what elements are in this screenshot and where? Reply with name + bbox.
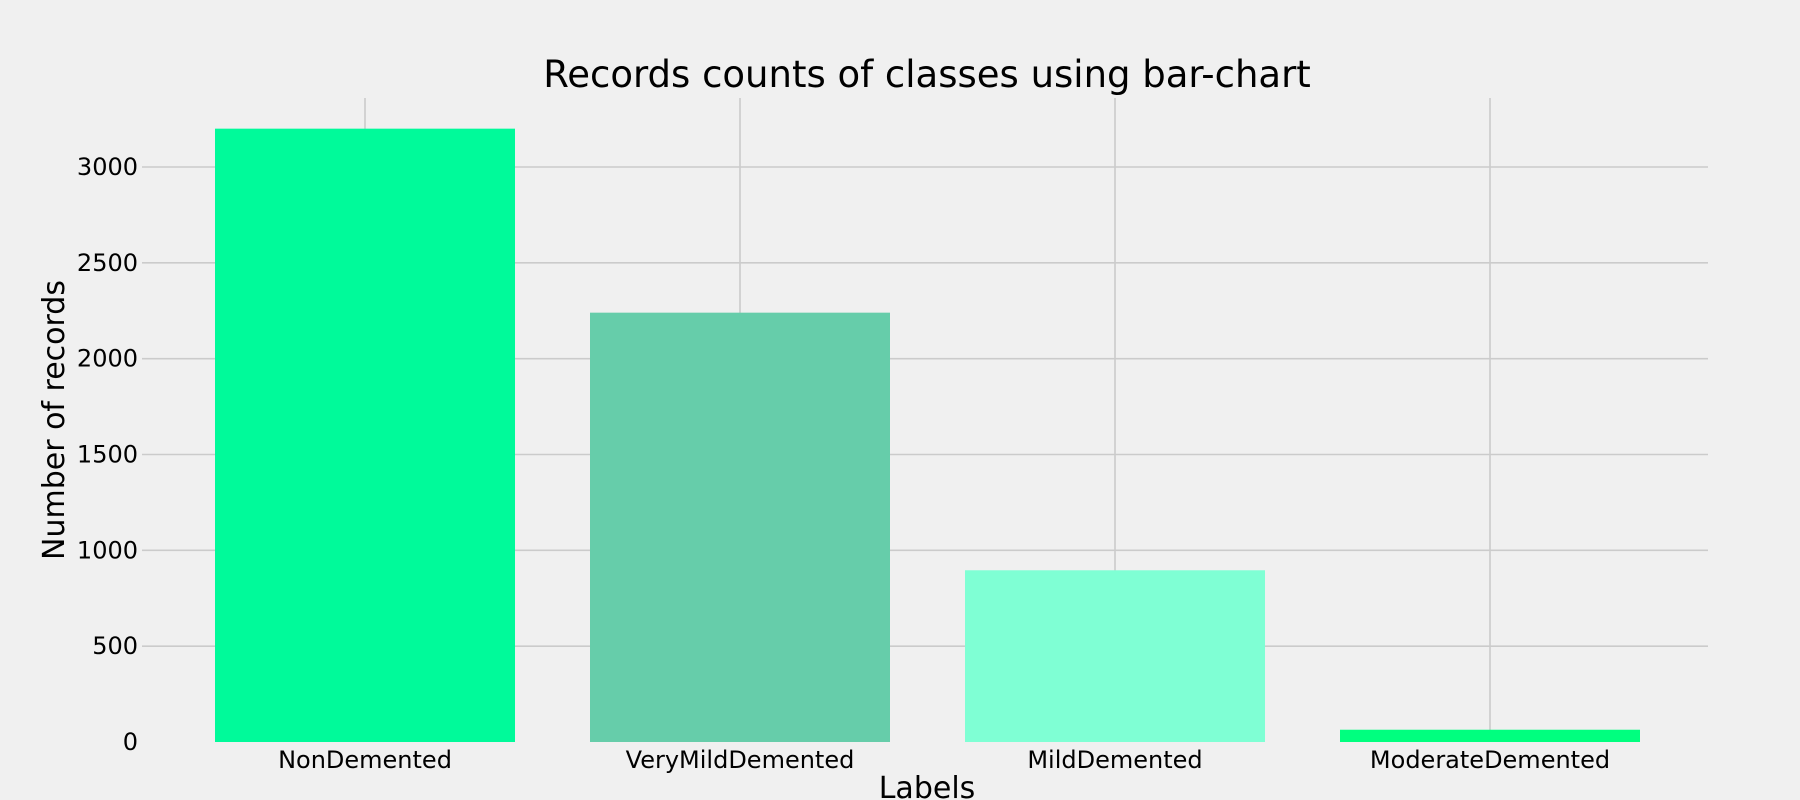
y-tick-label: 2500 (77, 249, 138, 277)
x-tick-label: VeryMildDemented (626, 746, 855, 774)
y-axis-label: Number of records (37, 280, 72, 560)
bars (215, 128, 1640, 742)
bar-milddemented (965, 570, 1265, 742)
y-tick-labels: 0 500 1000 1500 2000 2500 3000 (77, 153, 138, 756)
y-tick-label: 1000 (77, 536, 138, 564)
x-tick-labels: NonDemented VeryMildDemented MildDemented M… (278, 746, 1610, 774)
y-tick-label: 0 (123, 728, 138, 756)
y-tick-label: 500 (92, 632, 138, 660)
y-tick-label: 3000 (77, 153, 138, 181)
x-tick-label: MildDemented (1027, 746, 1202, 774)
x-axis-label: Labels (879, 771, 976, 800)
chart-title: Records counts of classes using bar-char… (543, 53, 1311, 96)
y-tick-label: 1500 (77, 441, 138, 469)
x-tick-label: NonDemented (278, 746, 452, 774)
x-tick-label: ModerateDemented (1370, 746, 1610, 774)
y-tick-label: 2000 (77, 345, 138, 373)
bar-moderatedemented (1340, 729, 1640, 742)
bar-verymilddemented (590, 312, 890, 742)
bar-nondemented (215, 128, 515, 742)
